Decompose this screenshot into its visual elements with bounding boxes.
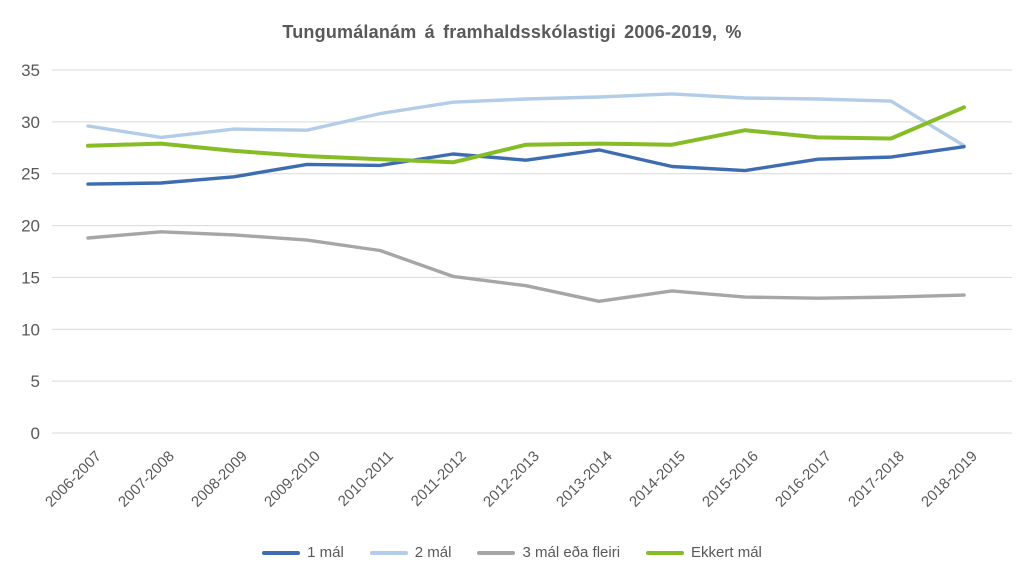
x-axis-tick-label: 2015-2016 xyxy=(699,448,762,511)
series-line-1-m-l xyxy=(86,144,966,186)
x-axis-tick-label: 2018-2019 xyxy=(918,448,981,511)
legend-item-ekkert-m-l: Ekkert mál xyxy=(646,544,762,561)
series-line-2-m-l xyxy=(86,92,966,148)
legend-label-3-m-l-e-a-fleiri: 3 mál eða fleiri xyxy=(522,544,621,561)
y-axis-tick-label: 5 xyxy=(31,372,40,391)
chart-legend: 1 mál 2 mál 3 mál eða fleiri Ekkert mál xyxy=(0,544,1024,561)
legend-label-2-m-l: 2 mál xyxy=(414,544,452,561)
chart-title: Tungumálanám á framhaldsskólastigi 2006-… xyxy=(282,22,742,42)
x-axis-tick-label: 2012-2013 xyxy=(480,448,543,511)
x-axis-tick-label: 2006-2007 xyxy=(42,448,105,511)
legend-swatch-2-m-l xyxy=(369,550,408,555)
legend-item-2-m-l: 2 mál xyxy=(369,544,452,561)
legend-swatch-3-m-l-e-a-fleiri xyxy=(477,550,516,555)
legend-item-3-m-l-e-a-fleiri: 3 mál eða fleiri xyxy=(477,544,620,561)
x-axis-tick-label: 2010-2011 xyxy=(335,448,397,510)
series-line-3-m-l-e-a-fleiri xyxy=(86,230,966,303)
x-axis-tick-label: 2013-2014 xyxy=(553,448,616,511)
y-axis-tick-label: 25 xyxy=(21,165,40,184)
legend-label-1-m-l: 1 mál xyxy=(307,544,344,561)
x-axis-tick-label: 2017-2018 xyxy=(845,448,908,511)
x-axis-tick-label: 2016-2017 xyxy=(772,448,835,511)
y-axis-tick-label: 10 xyxy=(21,320,40,339)
series-line-ekkert-m-l xyxy=(86,105,966,165)
y-axis-tick-label: 35 xyxy=(21,61,40,80)
x-axis-tick-label: 2011-2012 xyxy=(408,448,470,510)
x-axis-tick-label: 2007-2008 xyxy=(115,448,178,511)
legend-item-1-m-l: 1 mál xyxy=(262,544,344,561)
legend-label-ekkert-m-l: Ekkert mál xyxy=(691,544,762,561)
x-axis-tick-label: 2009-2010 xyxy=(261,448,324,511)
x-axis-tick-label: 2008-2009 xyxy=(188,448,251,511)
legend-swatch-ekkert-m-l xyxy=(646,550,685,555)
y-axis-tick-label: 0 xyxy=(31,424,40,443)
y-axis-tick-label: 30 xyxy=(21,113,40,132)
x-axis-tick-label: 2014-2015 xyxy=(626,448,689,511)
y-axis-tick-label: 15 xyxy=(21,268,40,287)
legend-swatch-1-m-l xyxy=(262,550,301,555)
y-axis-tick-label: 20 xyxy=(21,217,40,236)
